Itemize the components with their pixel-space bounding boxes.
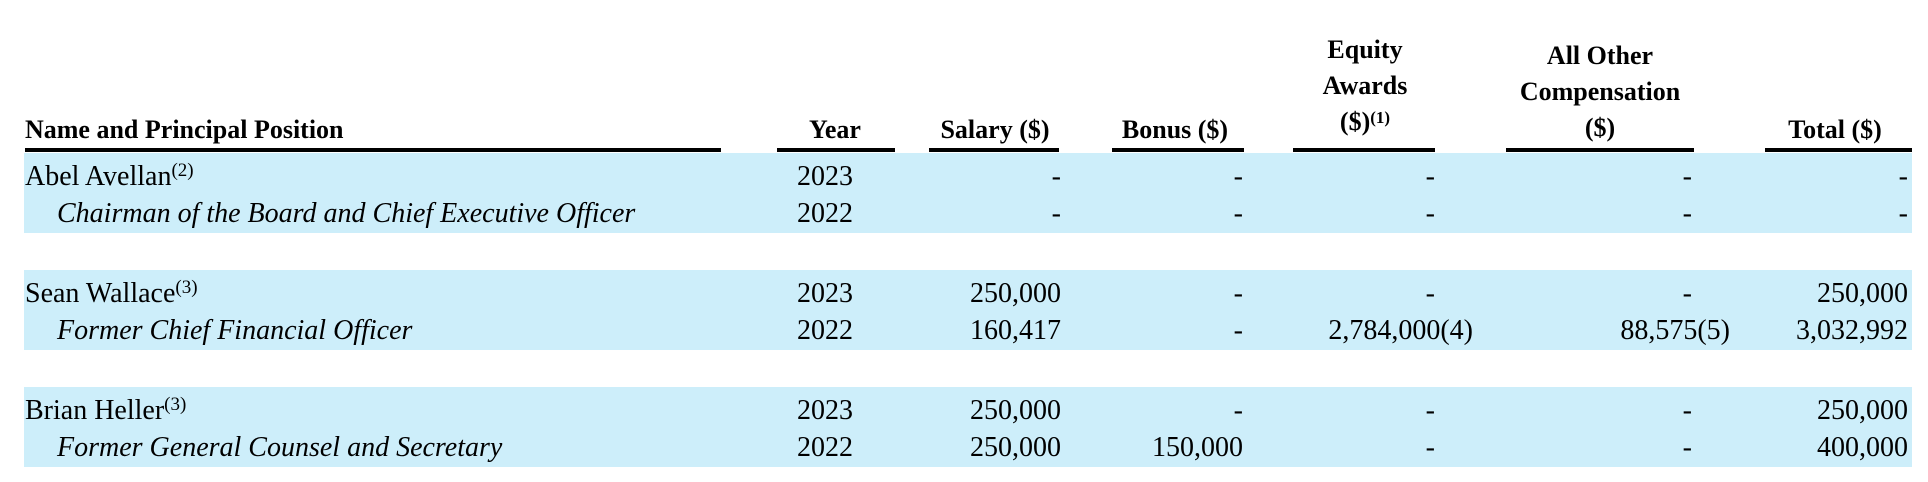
- header-rule-equity: [1293, 148, 1435, 152]
- row-band-1: [24, 153, 1912, 233]
- row2-other-2023: -: [1682, 278, 1692, 309]
- row1-year-2022: 2022: [797, 198, 853, 229]
- header-equity-line3: ($)(1): [1339, 107, 1391, 136]
- header-other-line3: ($): [1584, 113, 1616, 142]
- header-total: Total ($): [1788, 115, 1882, 144]
- header-rule-other: [1506, 148, 1694, 152]
- header-equity-line1: Equity: [1327, 35, 1403, 64]
- row2-year-2022: 2022: [797, 315, 853, 346]
- row-band-3: [24, 387, 1912, 467]
- row1-total-2022: -: [1898, 198, 1908, 229]
- header-other: All Other Compensation ($): [1505, 38, 1695, 146]
- row1-equity-2023: -: [1425, 161, 1435, 192]
- header-equity-footnote: (1): [1370, 108, 1391, 127]
- header-rule-salary: [929, 148, 1059, 152]
- row3-total-2022: 400,000: [1817, 432, 1908, 463]
- row1-bonus-2023: -: [1233, 161, 1243, 192]
- row2-year-2023: 2023: [797, 278, 853, 309]
- row3-year-2022: 2022: [797, 432, 853, 463]
- header-bonus: Bonus ($): [1121, 115, 1229, 144]
- row3-bonus-2022: 150,000: [1152, 432, 1243, 463]
- header-name: Name and Principal Position: [25, 115, 344, 144]
- header-year: Year: [809, 115, 861, 144]
- row2-equity-2023: -: [1425, 278, 1435, 309]
- row3-total-2023: 250,000: [1817, 395, 1908, 426]
- row2-equity-2022: 2,784,000(4): [1328, 315, 1473, 346]
- header-rule-total: [1765, 148, 1912, 152]
- row1-title: Chairman of the Board and Chief Executiv…: [57, 198, 636, 229]
- row3-year-2023: 2023: [797, 395, 853, 426]
- row2-bonus-2022: -: [1233, 315, 1243, 346]
- row3-salary-2023: 250,000: [970, 395, 1061, 426]
- row1-salary-2023: -: [1051, 161, 1061, 192]
- row1-other-2022: -: [1682, 198, 1692, 229]
- row2-total-2022: 3,032,992: [1796, 315, 1908, 346]
- header-rule-year: [777, 148, 895, 152]
- row1-year-2023: 2023: [797, 161, 853, 192]
- row2-name: Sean Wallace(3): [25, 277, 198, 309]
- row-band-2: [24, 270, 1912, 350]
- header-equity-line2: Awards: [1322, 71, 1408, 100]
- row3-salary-2022: 250,000: [970, 432, 1061, 463]
- row3-other-2023: -: [1682, 395, 1692, 426]
- row1-other-2023: -: [1682, 161, 1692, 192]
- row1-footnote: (2): [171, 160, 194, 181]
- row3-name: Brian Heller(3): [25, 394, 187, 426]
- header-rule-bonus: [1112, 148, 1244, 152]
- row3-other-2022: -: [1682, 432, 1692, 463]
- header-other-line2: Compensation: [1519, 77, 1681, 106]
- row3-bonus-2023: -: [1233, 395, 1243, 426]
- row2-salary-2022: 160,417: [970, 315, 1061, 346]
- row2-title: Former Chief Financial Officer: [57, 315, 413, 346]
- row2-salary-2023: 250,000: [970, 278, 1061, 309]
- header-equity: Equity Awards ($)(1): [1290, 32, 1440, 140]
- row2-bonus-2023: -: [1233, 278, 1243, 309]
- row1-name: Abel Avellan(2): [25, 160, 194, 192]
- row1-equity-2022: -: [1425, 198, 1435, 229]
- row1-bonus-2022: -: [1233, 198, 1243, 229]
- header-rule-name: [25, 148, 721, 152]
- row3-title: Former General Counsel and Secretary: [57, 432, 503, 463]
- row3-equity-2022: -: [1425, 432, 1435, 463]
- header-other-line1: All Other: [1546, 41, 1654, 70]
- row3-footnote: (3): [164, 394, 187, 415]
- row2-other-2022: 88,575(5): [1620, 315, 1730, 346]
- header-salary: Salary ($): [940, 115, 1050, 144]
- row2-footnote: (3): [175, 277, 198, 298]
- row1-total-2023: -: [1898, 161, 1908, 192]
- row1-salary-2022: -: [1051, 198, 1061, 229]
- row2-total-2023: 250,000: [1817, 278, 1908, 309]
- row3-equity-2023: -: [1425, 395, 1435, 426]
